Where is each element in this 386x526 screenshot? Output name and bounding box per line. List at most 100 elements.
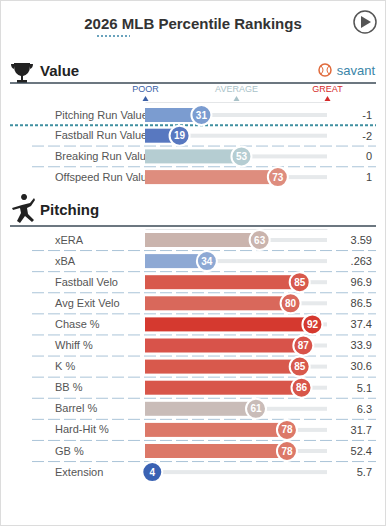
stat-value: 5.1 bbox=[357, 382, 372, 394]
y-tick: xERA bbox=[55, 234, 84, 246]
y-tick: BB % bbox=[55, 381, 83, 393]
stat-value: -2 bbox=[362, 130, 372, 142]
play-button[interactable] bbox=[354, 11, 376, 33]
percentile-bar bbox=[145, 149, 241, 163]
row-separator bbox=[32, 419, 376, 420]
brand-ball bbox=[319, 64, 331, 76]
y-tick: Offspeed Run Value bbox=[55, 171, 153, 183]
tracks bbox=[145, 113, 327, 179]
percentile-label: 63 bbox=[254, 235, 266, 246]
play-circle[interactable] bbox=[354, 11, 376, 33]
stat-value: 6.3 bbox=[357, 403, 372, 415]
percentile-label: 80 bbox=[285, 298, 297, 309]
stat-value: 30.6 bbox=[351, 360, 372, 372]
percentile-card: 2026 MLB Percentile RankingssavantValueP… bbox=[0, 0, 386, 526]
percentile-label: 19 bbox=[174, 130, 186, 141]
percentile-label: 87 bbox=[298, 340, 310, 351]
y-axis: Pitching Run ValueFastball Run ValueBrea… bbox=[55, 109, 153, 183]
category-label: xBA bbox=[55, 255, 76, 267]
percentile-bar bbox=[145, 402, 256, 416]
x-tick: POOR bbox=[132, 84, 159, 101]
x-tick: GREAT bbox=[312, 84, 343, 101]
title-underline bbox=[97, 35, 130, 37]
stat-values: -1 -2 0 1 bbox=[362, 109, 372, 183]
row-separator bbox=[32, 377, 376, 378]
percentile-bar bbox=[145, 233, 260, 247]
stat-value: 86.5 bbox=[351, 297, 372, 309]
brand-ball-seam bbox=[321, 66, 329, 74]
stat-value: 33.9 bbox=[351, 339, 372, 351]
card-border bbox=[1, 1, 386, 526]
percentile-badge bbox=[191, 105, 211, 125]
bars bbox=[145, 233, 312, 479]
percentile-bar bbox=[145, 317, 312, 331]
y-tick: Fastball Velo bbox=[55, 276, 118, 288]
percentile-label: 85 bbox=[294, 361, 306, 372]
percentile-label: 4 bbox=[149, 467, 155, 478]
category-label: Whiff % bbox=[55, 339, 93, 351]
x-tick-mark bbox=[234, 96, 240, 101]
stat-value: .263 bbox=[351, 255, 372, 267]
y-tick: K % bbox=[55, 360, 75, 372]
section-0: Value POOR AVERAGE GREAT Pitching Run ValueF… bbox=[10, 62, 376, 187]
percentile-label: 31 bbox=[196, 110, 208, 121]
page-title: 2026 MLB Percentile Rankings bbox=[84, 15, 302, 32]
percentile-label: 85 bbox=[294, 277, 306, 288]
category-label: xERA bbox=[55, 234, 84, 246]
percentile-bar bbox=[145, 360, 300, 374]
row-separator bbox=[32, 313, 376, 314]
trophy-icon bbox=[11, 63, 33, 83]
x-tick-label: POOR bbox=[132, 84, 159, 94]
percentile-badge bbox=[277, 441, 297, 461]
percentile-badge bbox=[142, 462, 162, 482]
play-triangle[interactable] bbox=[361, 16, 371, 28]
percentile-label: 86 bbox=[296, 382, 308, 393]
percentile-label: 53 bbox=[236, 151, 248, 162]
category-label: Chase % bbox=[55, 318, 100, 330]
category-label: Hard-Hit % bbox=[55, 423, 109, 435]
section-rule bbox=[10, 225, 376, 227]
x-tick-mark bbox=[143, 96, 149, 101]
category-label: Offspeed Run Value bbox=[55, 171, 153, 183]
row-separator bbox=[32, 334, 376, 335]
category-label: BB % bbox=[55, 381, 83, 393]
stat-value: -1 bbox=[362, 109, 372, 121]
category-label: Avg Exit Velo bbox=[55, 297, 120, 309]
chart-root: 2026 MLB Percentile RankingssavantValueP… bbox=[0, 0, 386, 526]
stat-value: 96.9 bbox=[351, 276, 372, 288]
y-tick: Avg Exit Velo bbox=[55, 297, 120, 309]
tracks bbox=[145, 238, 327, 474]
y-tick: Barrel % bbox=[55, 402, 97, 414]
y-tick: Whiff % bbox=[55, 339, 93, 351]
y-tick: GB % bbox=[55, 445, 84, 457]
percentile-bar bbox=[145, 381, 302, 395]
category-label: Fastball Velo bbox=[55, 276, 118, 288]
row-separator bbox=[32, 398, 376, 399]
row-separator bbox=[32, 356, 376, 357]
row-separator bbox=[10, 124, 376, 126]
pitcher-icon bbox=[12, 194, 35, 223]
percentile-badge bbox=[197, 251, 217, 271]
x-axis bbox=[146, 229, 328, 230]
data-labels: 63348580928785866178784 bbox=[142, 230, 322, 482]
section-title: Pitching bbox=[40, 201, 99, 218]
x-tick: AVERAGE bbox=[215, 84, 258, 101]
category-label: Breaking Run Value bbox=[55, 150, 152, 162]
stat-value: 31.7 bbox=[351, 424, 372, 436]
percentile-label: 61 bbox=[250, 403, 262, 414]
y-axis: xERA xBA Fastball Velo Avg Exit Velo Chase %… bbox=[55, 234, 120, 478]
y-tick: Extension bbox=[55, 466, 103, 478]
section-title: Value bbox=[40, 62, 79, 79]
stat-value: 0 bbox=[366, 150, 372, 162]
track bbox=[145, 470, 327, 474]
x-tick-mark bbox=[325, 96, 331, 101]
row-separator bbox=[32, 440, 376, 441]
percentile-badge bbox=[268, 167, 288, 187]
percentile-bar bbox=[145, 170, 278, 184]
row-separator bbox=[32, 166, 376, 167]
percentile-badge bbox=[290, 357, 310, 377]
stat-value: 1 bbox=[366, 171, 372, 183]
row-separator bbox=[32, 292, 376, 293]
percentile-badge bbox=[293, 336, 313, 356]
category-label: K % bbox=[55, 360, 75, 372]
